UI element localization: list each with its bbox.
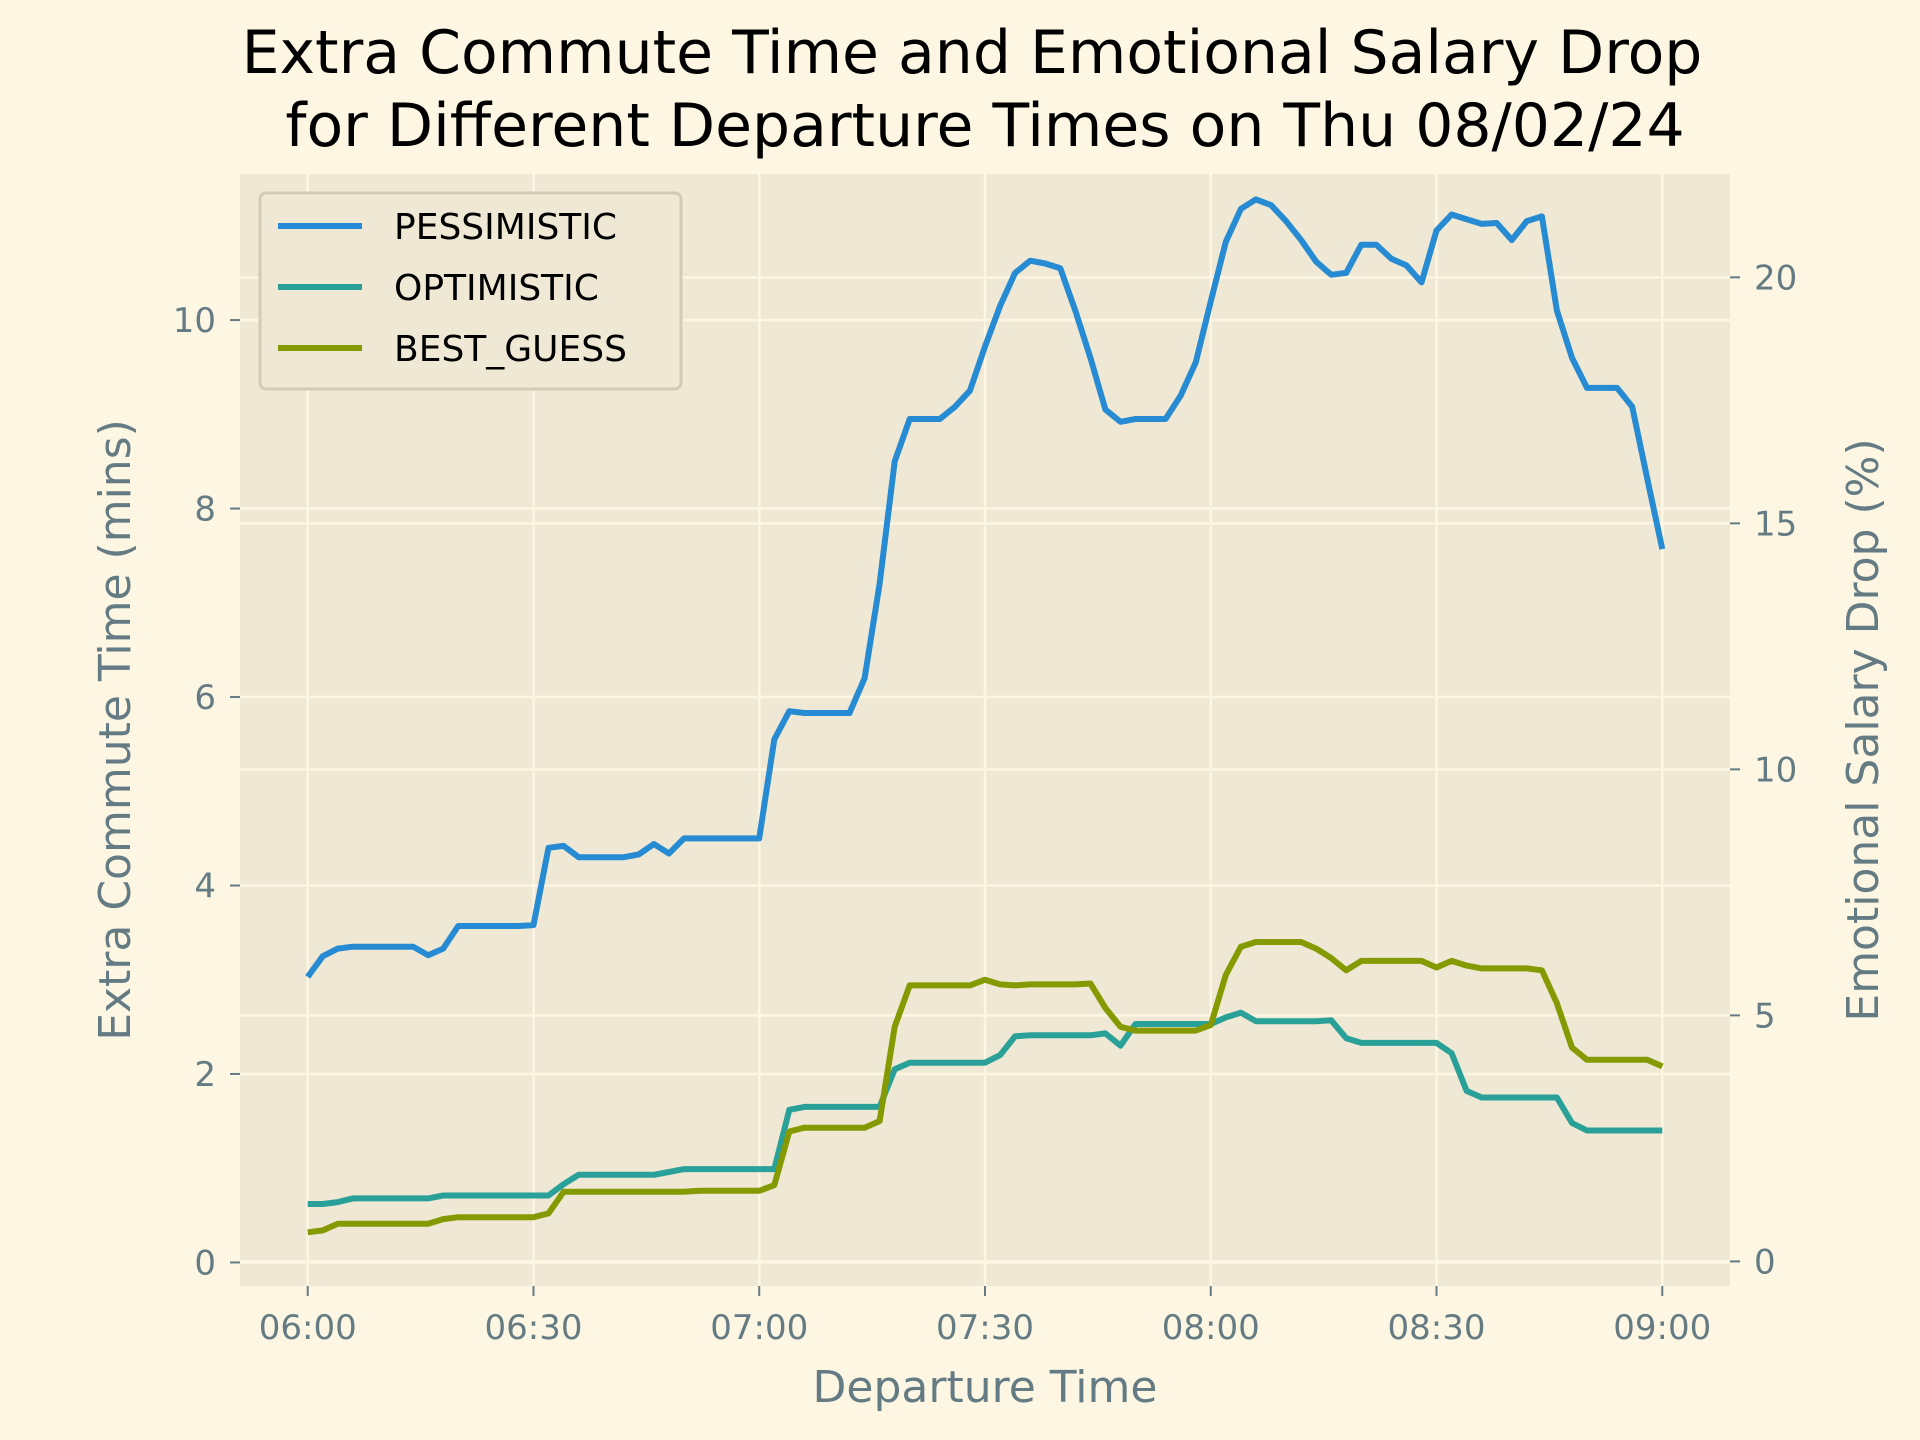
x-tick-label: 06:00	[259, 1308, 357, 1348]
y-tick-label-right: 20	[1754, 258, 1797, 298]
y-tick-label-left: 8	[194, 490, 216, 530]
y-tick-label-right: 10	[1754, 750, 1797, 790]
series-lines	[305, 196, 1666, 1236]
x-tick-label: 08:00	[1162, 1308, 1260, 1348]
series-line-optimistic	[307, 1009, 1663, 1207]
y-axis-label-right: Emotional Salary Drop (%)	[1838, 438, 1889, 1021]
y-tick-label-right: 15	[1754, 504, 1797, 544]
legend-label-optimistic: OPTIMISTIC	[394, 268, 599, 309]
x-tick-label: 06:30	[484, 1308, 582, 1348]
chart-title-line1: Extra Commute Time and Emotional Salary …	[242, 18, 1703, 88]
y-tick-label-left: 2	[194, 1055, 216, 1095]
y-tick-label-left: 0	[194, 1243, 216, 1283]
axis-ticks: 06:00 06:30 07:00 07:30 08:00 08:30 09:00 0 2 4 6 8…	[173, 258, 1798, 1348]
chart-title-line2: for Different Departure Times on Thu 08/…	[285, 91, 1684, 161]
legend-label-pessimistic: PESSIMISTIC	[394, 207, 617, 248]
series-line-pessimistic	[305, 196, 1666, 979]
y-tick-label-left: 4	[194, 866, 216, 906]
legend: PESSIMISTIC OPTIMISTIC BEST_GUESS	[258, 191, 683, 391]
grid	[240, 174, 1730, 1286]
y-tick-label-right: 0	[1754, 1242, 1776, 1282]
y-tick-label-right: 5	[1754, 996, 1776, 1036]
legend-box	[258, 191, 683, 391]
legend-label-best-guess: BEST_GUESS	[394, 329, 627, 370]
y-tick-label-left: 10	[173, 301, 216, 341]
x-axis-label: Departure Time	[813, 1362, 1158, 1413]
x-tick-label: 08:30	[1388, 1308, 1486, 1348]
series-line-best-guess	[307, 939, 1664, 1236]
x-tick-label: 09:00	[1613, 1308, 1711, 1348]
x-tick-label: 07:00	[710, 1308, 808, 1348]
x-tick-label: 07:30	[936, 1308, 1034, 1348]
y-axis-label-left: Extra Commute Time (mins)	[90, 419, 141, 1041]
y-tick-label-left: 6	[194, 678, 216, 718]
